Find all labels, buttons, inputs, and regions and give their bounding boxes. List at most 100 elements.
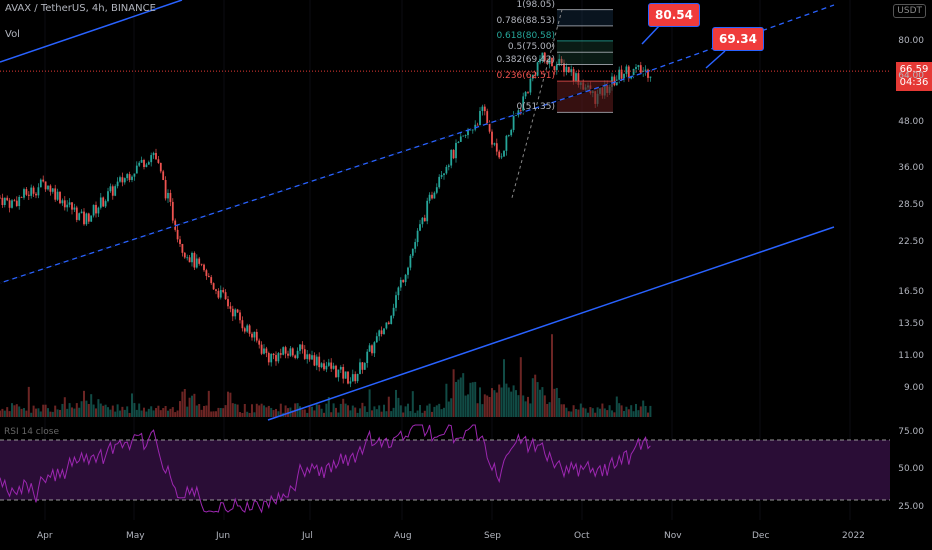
- volume-bar: [131, 393, 133, 417]
- candle-body: [507, 135, 510, 136]
- currency-badge[interactable]: USDT: [893, 4, 926, 18]
- candle-body: [380, 330, 383, 335]
- candle-body: [128, 174, 131, 181]
- candle-body: [85, 213, 88, 225]
- volume-bar: [450, 398, 453, 417]
- volume-bar: [56, 409, 59, 417]
- volume-bar: [39, 411, 42, 417]
- volume-bar: [35, 408, 37, 417]
- candle-body: [78, 213, 81, 220]
- candle-body: [366, 351, 369, 364]
- volume-bar: [191, 395, 193, 417]
- candle-body: [419, 224, 421, 231]
- volume-bar: [109, 409, 112, 417]
- volume-bar: [548, 402, 551, 417]
- candle-body: [543, 52, 546, 61]
- fib-level-label: 0.5(75.00): [507, 42, 555, 53]
- volume-bar: [608, 405, 611, 417]
- volume-bar: [438, 403, 441, 417]
- volume-bar: [539, 389, 541, 417]
- candle-body: [277, 353, 280, 362]
- volume-bar: [594, 412, 597, 417]
- candle-body: [0, 197, 1, 199]
- candle-body: [246, 325, 249, 332]
- candle-body: [44, 181, 47, 190]
- candle-body: [39, 179, 42, 188]
- candle-body: [61, 200, 64, 204]
- volume-bar: [150, 406, 153, 417]
- candle-body: [114, 186, 117, 196]
- volume-bar: [371, 410, 373, 417]
- candle-body: [332, 365, 335, 369]
- volume-bar: [258, 405, 261, 417]
- volume-bar: [270, 407, 273, 417]
- volume-bar: [119, 410, 121, 417]
- volume-bar: [0, 410, 1, 417]
- candle-body: [183, 252, 186, 258]
- candle-body: [462, 135, 465, 137]
- candle-body: [361, 362, 364, 370]
- volume-bar: [90, 394, 93, 417]
- candle-body: [287, 353, 289, 356]
- volume-bar: [476, 403, 479, 417]
- volume-bar: [572, 405, 575, 417]
- volume-bar: [577, 409, 580, 417]
- candle-body: [8, 200, 11, 208]
- volume-bar: [143, 407, 145, 417]
- candle-body: [344, 371, 347, 379]
- volume-bar: [205, 405, 208, 417]
- volume-bar: [236, 404, 239, 417]
- candle-body: [519, 110, 522, 112]
- time-tick: Dec: [752, 531, 770, 541]
- target-callout-69[interactable]: 69.34: [712, 27, 764, 51]
- volume-bar: [555, 387, 558, 417]
- candle-body: [632, 69, 635, 77]
- candle-body: [493, 143, 496, 145]
- candle-body: [138, 162, 141, 166]
- candle-body: [409, 255, 412, 268]
- price-tick: 16.50: [898, 286, 924, 297]
- volume-bar: [373, 406, 376, 417]
- volume-bar: [356, 412, 359, 417]
- candle-body: [171, 201, 174, 221]
- candle-body: [30, 187, 33, 196]
- candle-body: [68, 202, 71, 205]
- candle-body: [450, 149, 453, 166]
- volume-bar: [380, 411, 383, 417]
- candle-body: [133, 173, 136, 177]
- candle-body: [11, 200, 13, 208]
- target-callout-80[interactable]: 80.54: [648, 3, 700, 27]
- volume-bar: [147, 408, 150, 417]
- volume-bar: [198, 404, 201, 417]
- candle-body: [181, 243, 184, 253]
- price-tick: 22.50: [898, 237, 924, 248]
- volume-bar: [635, 403, 637, 417]
- volume-bar: [54, 405, 57, 417]
- candle-body: [539, 58, 541, 63]
- volume-bar: [126, 406, 129, 417]
- candle-body: [75, 207, 78, 220]
- candle-body: [301, 344, 304, 350]
- candle-body: [23, 189, 25, 198]
- volume-bar: [647, 412, 649, 417]
- candle-body: [411, 248, 414, 256]
- current-price: 66.59: [899, 64, 929, 75]
- volume-bar: [123, 409, 126, 417]
- volume-bar: [155, 408, 157, 417]
- candle-body: [438, 176, 441, 188]
- candle-body: [373, 342, 376, 354]
- candle-body: [315, 356, 318, 366]
- candle-body: [495, 143, 498, 152]
- fib-anchor-line: [511, 9, 563, 198]
- volume-bar: [181, 391, 184, 417]
- candle-body: [135, 165, 138, 174]
- candle-body: [147, 162, 150, 165]
- candle-body: [349, 381, 352, 384]
- candle-body: [265, 348, 268, 354]
- candle-body: [121, 177, 124, 183]
- candle-body: [260, 344, 263, 354]
- symbol-title[interactable]: AVAX / TetherUS, 4h, BINANCE: [5, 3, 156, 14]
- candle-body: [56, 191, 59, 200]
- volume-bar: [416, 410, 419, 417]
